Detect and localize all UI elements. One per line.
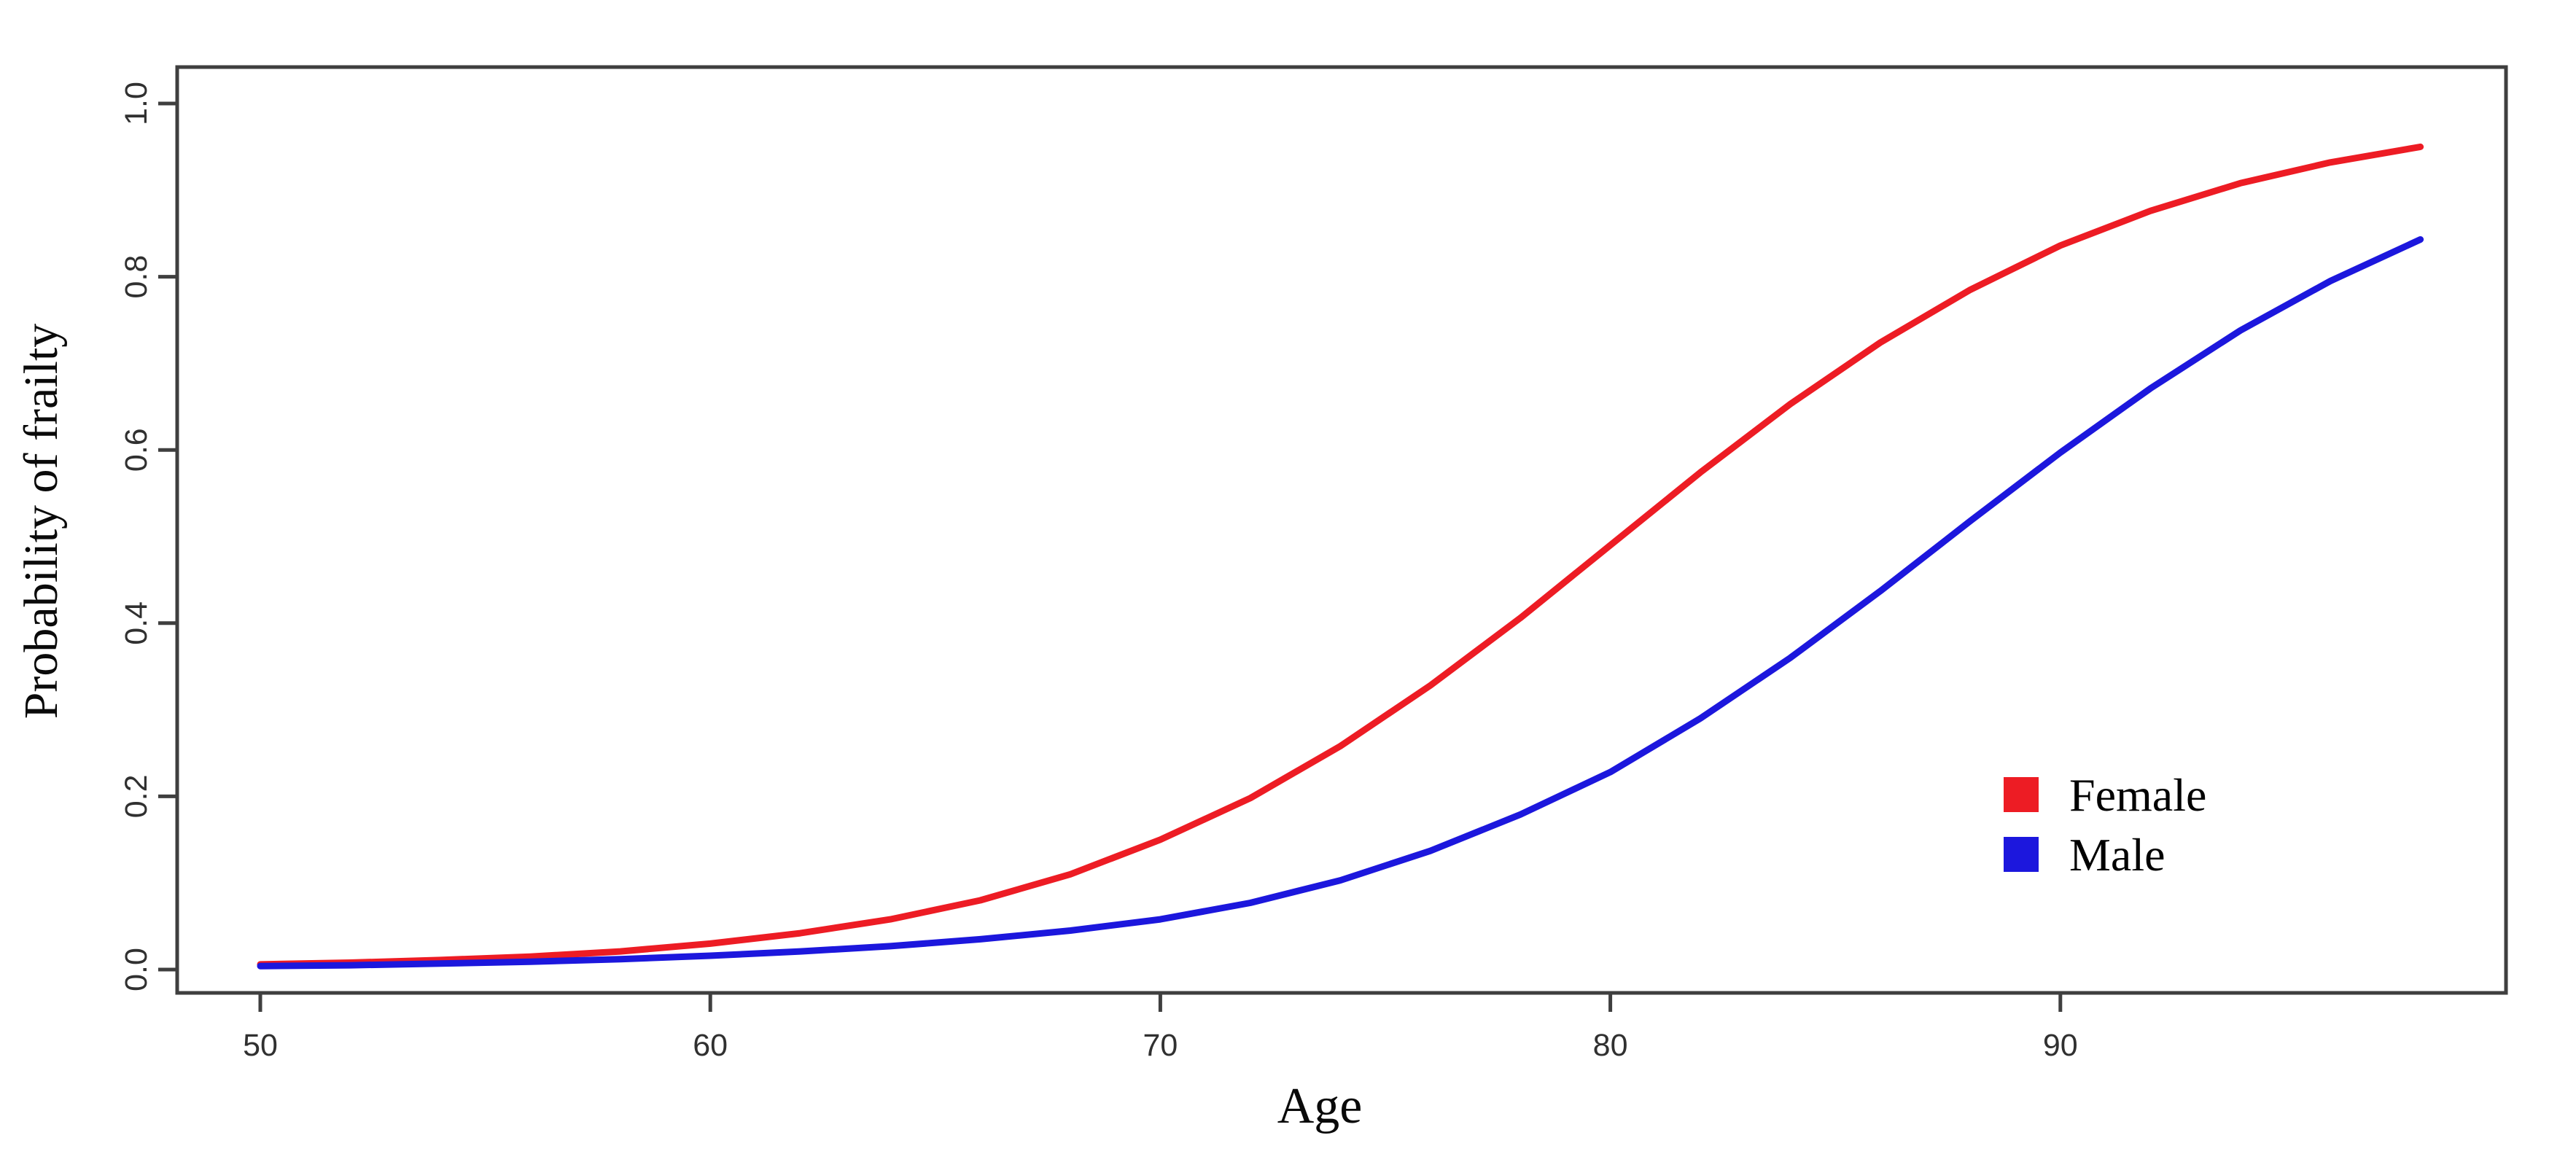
x-tick-label: 80: [1593, 1028, 1628, 1063]
male-curve: [257, 236, 2424, 970]
legend-label-male: Male: [2069, 829, 2166, 881]
y-tick-label: 0.4: [119, 601, 154, 645]
x-tick-label: 90: [2043, 1028, 2078, 1063]
x-tick-label: 70: [1143, 1028, 1178, 1063]
x-axis-title: Age: [1277, 1078, 1363, 1134]
female-curve: [257, 143, 2424, 968]
y-tick-label: 0.8: [119, 255, 154, 299]
x-tick-label: 50: [243, 1028, 278, 1063]
x-tick-label: 60: [693, 1028, 728, 1063]
plot-area: 50 60 70 80 90 0.0 0.2 0.4 0.6 0.8 1.0: [119, 65, 2508, 1063]
plot-box: [175, 65, 2508, 995]
y-tick-label: 0.6: [119, 428, 154, 472]
legend-swatch-female: [2004, 777, 2039, 812]
y-axis-title: Probability of frailty: [15, 324, 68, 720]
y-tick-label: 0.0: [119, 948, 154, 991]
legend: Female Male: [2004, 769, 2206, 881]
legend-label-female: Female: [2069, 769, 2206, 821]
legend-swatch-male: [2004, 837, 2039, 872]
y-tick-label: 1.0: [119, 82, 154, 125]
y-tick-label: 0.2: [119, 775, 154, 819]
